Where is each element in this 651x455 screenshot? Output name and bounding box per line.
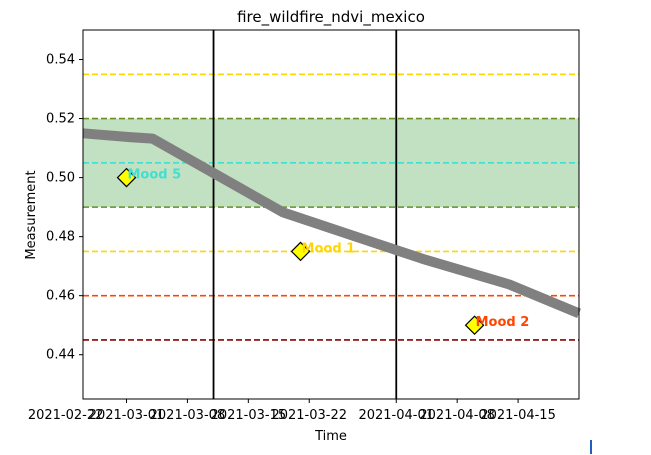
y-axis-label: Measurement: [24, 170, 39, 259]
plot-frame: [82, 29, 580, 400]
diamond-marker-1: [116, 167, 137, 188]
x-tick-label-2: 2021-03-01: [89, 408, 165, 423]
y-tick-label-2: 0.46: [46, 289, 75, 304]
annotation-label-3: Mood 2: [476, 315, 530, 330]
x-tick-label-4: 2021-03-15: [211, 408, 287, 423]
plot-area: Mood 5 Mood 1 Mood 2: [82, 30, 581, 399]
series-line-1: [82, 128, 581, 319]
y-tick-label-6: 0.54: [46, 53, 75, 68]
y-tick-label-3: 0.48: [46, 230, 75, 245]
diamond-marker-2: [290, 241, 311, 262]
text-cursor: [590, 440, 592, 454]
annotation-label-1: Mood 5: [128, 168, 182, 183]
y-tick-label-1: 0.44: [46, 348, 75, 363]
x-tick-label-3: 2021-03-08: [150, 408, 226, 423]
axes: 0.440.460.480.500.520.542021-02-222021-0…: [28, 29, 580, 423]
annotation-label-2: Mood 1: [302, 241, 356, 256]
y-tick-label-5: 0.52: [46, 112, 75, 127]
x-tick-label-6: 2021-04-01: [358, 408, 434, 423]
x-tick-label-7: 2021-04-08: [419, 408, 495, 423]
y-tick-label-4: 0.50: [46, 171, 75, 186]
x-tick-label-5: 2021-03-22: [271, 408, 347, 423]
x-tick-label-8: 2021-04-15: [480, 408, 556, 423]
diamond-marker-3: [464, 315, 485, 336]
chart-title: fire_wildfire_ndvi_mexico: [237, 8, 425, 27]
x-tick-label-1: 2021-02-22: [28, 408, 104, 423]
x-axis-label: Time: [314, 429, 347, 444]
